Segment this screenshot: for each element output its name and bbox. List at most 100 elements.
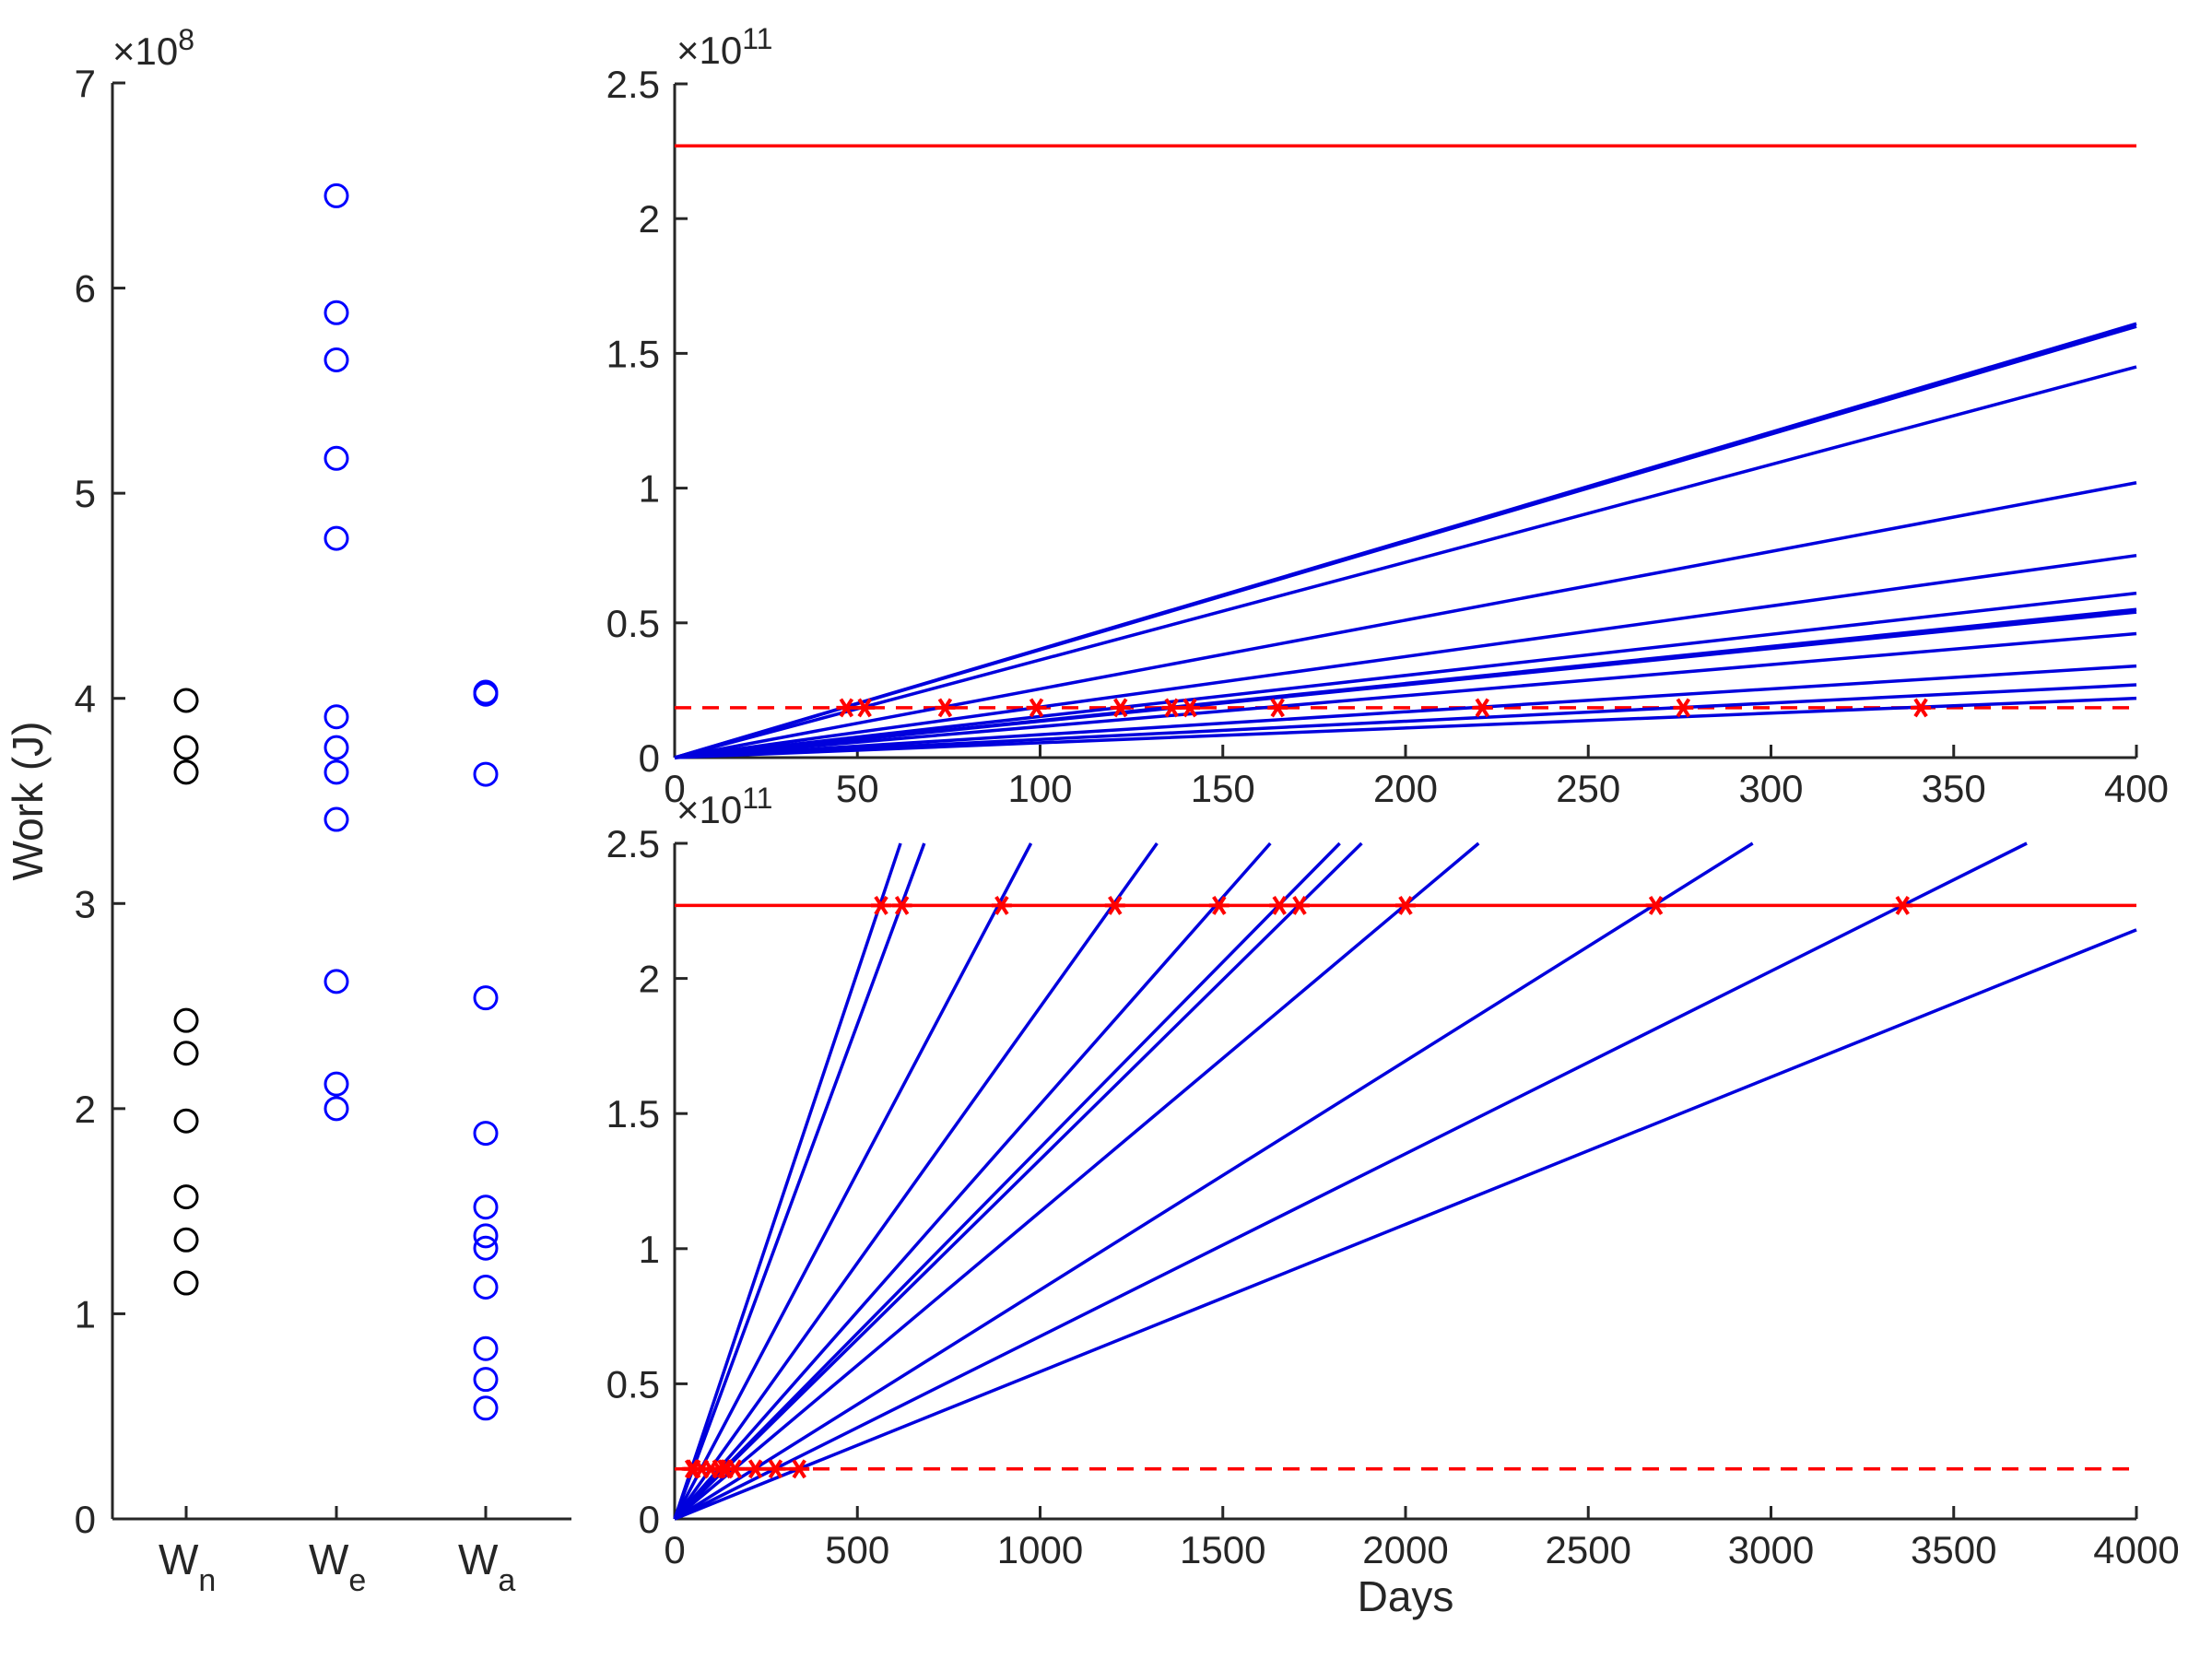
- y-tick-label: 2.5: [606, 822, 660, 865]
- series-line: [674, 664, 2137, 759]
- y-tick-label: 2: [639, 197, 660, 241]
- y-tick-label: 4: [75, 677, 96, 721]
- data-point: [473, 1367, 499, 1393]
- y-tick-label: 2: [639, 958, 660, 1001]
- data-point: [173, 759, 199, 785]
- data-point: [473, 1395, 499, 1421]
- x-tick-label: 0: [664, 767, 685, 810]
- data-point: [473, 1194, 499, 1220]
- threshold-marker: [789, 1459, 810, 1479]
- threshold-marker: [1026, 698, 1047, 718]
- x-tick-label: 3500: [1911, 1528, 1996, 1571]
- threshold-marker: [836, 698, 857, 718]
- data-point: [173, 1184, 199, 1210]
- bottom-line-panel: 0 0.5 1 1.5 2 2.5 0 500 1000 1500 2000 2500 3000 3500…: [606, 782, 2180, 1620]
- data-point: [324, 735, 349, 760]
- data-point: [173, 1227, 199, 1253]
- y-tick-label: 1: [639, 1228, 660, 1271]
- x-tick-label: 1500: [1180, 1528, 1265, 1571]
- x-tick-label: 400: [2104, 767, 2169, 810]
- threshold-marker: [991, 895, 1012, 915]
- threshold-marker: [1911, 698, 1932, 718]
- x-tick-label-sub: n: [198, 1563, 216, 1598]
- series-line: [673, 841, 1341, 1521]
- data-point: [473, 1274, 499, 1300]
- data-point: [473, 1121, 499, 1147]
- x-tick-label-sub: a: [498, 1563, 515, 1598]
- data-point: [324, 525, 349, 551]
- y-tick-label: 2: [75, 1088, 96, 1131]
- series-line: [674, 841, 1754, 1521]
- y-exponent-label: ×1011: [677, 782, 772, 831]
- y-tick-label: 0.5: [606, 1362, 660, 1406]
- threshold-marker: [1673, 698, 1694, 718]
- data-point: [324, 1071, 349, 1097]
- threshold-marker: [745, 1459, 766, 1479]
- data-point: [324, 445, 349, 471]
- threshold-marker: [1267, 698, 1288, 718]
- data-point: [324, 969, 349, 994]
- series-line: [673, 842, 902, 1520]
- data-point: [324, 347, 349, 372]
- x-tick-label: 300: [1738, 767, 1803, 810]
- y-tick-label: 1: [75, 1292, 96, 1335]
- y-tick-label: 2.5: [606, 63, 660, 106]
- y-tick-label: 1.5: [606, 1092, 660, 1135]
- x-tick-label-sub: e: [348, 1563, 366, 1598]
- threshold-marker: [1269, 895, 1290, 915]
- y-tick-label: 6: [75, 267, 96, 311]
- x-tick-label: 350: [1922, 767, 1986, 810]
- data-point: [324, 182, 349, 208]
- x-tick-label: 1000: [997, 1528, 1083, 1571]
- series-line: [674, 553, 2137, 759]
- data-point: [173, 688, 199, 713]
- data-point: [473, 1235, 499, 1261]
- threshold-marker: [1104, 895, 1125, 915]
- y-tick-label: 5: [75, 472, 96, 515]
- data-point: [473, 1223, 499, 1249]
- y-tick-label: 3: [75, 882, 96, 925]
- threshold-marker: [1110, 698, 1131, 718]
- data-point: [173, 735, 199, 760]
- threshold-marker: [1180, 698, 1201, 718]
- data-point: [473, 985, 499, 1011]
- series-line: [674, 841, 2028, 1521]
- y-exponent-label-base: ×10: [677, 788, 742, 831]
- series-line: [674, 365, 2137, 759]
- series-line: [673, 841, 1480, 1521]
- series-line: [674, 481, 2137, 759]
- y-tick-label: 0: [639, 736, 660, 780]
- threshold-marker: [871, 895, 892, 915]
- series-line: [673, 841, 1363, 1521]
- y-tick-label: 0: [639, 1498, 660, 1541]
- x-tick-label-main: W: [159, 1535, 199, 1583]
- threshold-marker: [1892, 895, 1913, 915]
- x-tick-label: 2000: [1362, 1528, 1448, 1571]
- data-point: [324, 300, 349, 325]
- data-point: [324, 806, 349, 832]
- x-tick-label: 100: [1007, 767, 1072, 810]
- x-tick-label-main: W: [458, 1535, 499, 1583]
- data-point: [473, 1335, 499, 1361]
- y-exponent-label-base: ×10: [112, 29, 178, 73]
- y-exponent-label-power: 11: [742, 22, 772, 55]
- y-tick-label: 0.5: [606, 602, 660, 645]
- y-tick-label: 7: [75, 62, 96, 105]
- x-tick-label: 3000: [1728, 1528, 1814, 1571]
- y-tick-label: 0: [75, 1498, 96, 1541]
- series-line: [674, 928, 2137, 1521]
- y-exponent-label-base: ×10: [677, 29, 742, 72]
- threshold-marker: [1208, 895, 1230, 915]
- y-tick-label: 1.5: [606, 332, 660, 375]
- series-line: [673, 842, 926, 1520]
- y-exponent-label-power: 8: [178, 23, 194, 56]
- x-axis-label: Days: [1358, 1572, 1454, 1620]
- y-exponent-label-power: 11: [742, 782, 772, 815]
- threshold-marker: [891, 895, 912, 915]
- threshold-marker: [854, 698, 876, 718]
- x-tick-label: 200: [1373, 767, 1438, 810]
- x-tick-label: 500: [825, 1528, 889, 1571]
- data-point: [324, 759, 349, 785]
- series-line: [673, 842, 1033, 1520]
